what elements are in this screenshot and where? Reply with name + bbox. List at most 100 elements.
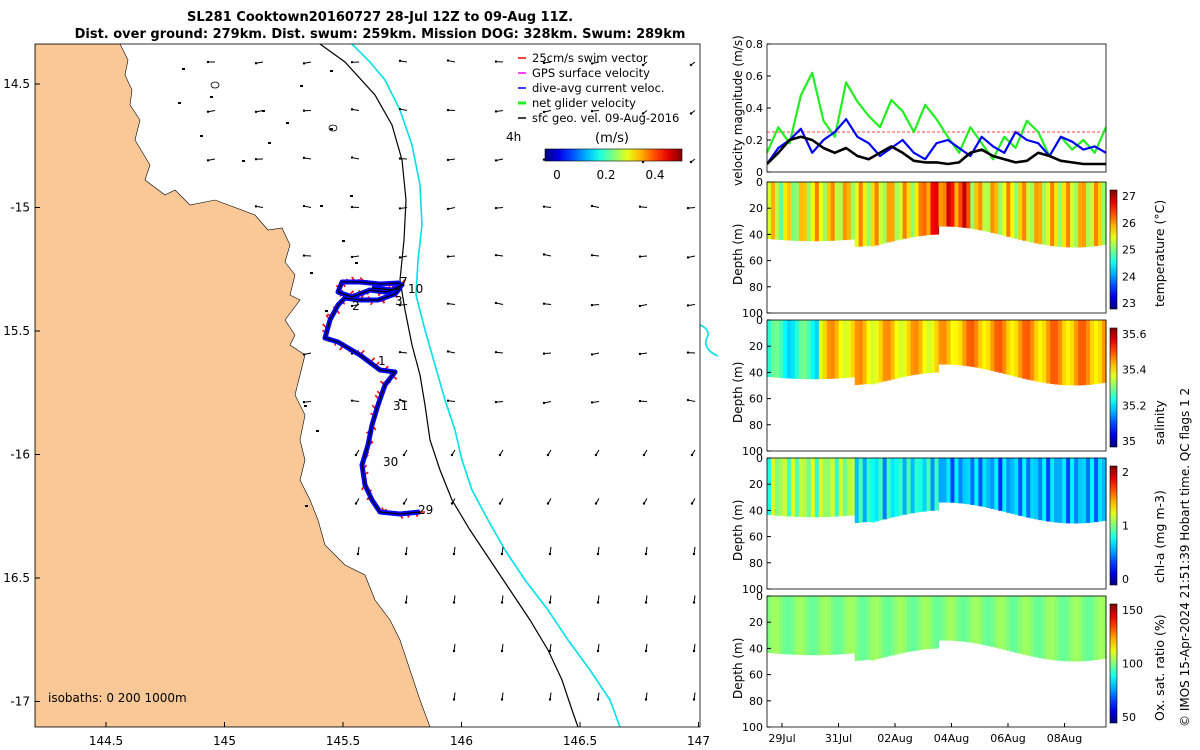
profile-column xyxy=(838,596,844,655)
arrow-head xyxy=(494,253,498,257)
sfc-velocity-arrow xyxy=(642,498,648,505)
profile-column xyxy=(922,458,928,512)
profile-column xyxy=(866,320,872,384)
profile-column xyxy=(798,182,804,242)
arrow-head xyxy=(690,453,694,457)
arrow-head xyxy=(350,108,354,111)
arrow-head xyxy=(692,552,696,556)
arrow-head xyxy=(644,649,648,653)
sfc-velocity-arrow xyxy=(546,498,552,505)
date-tick-label: 31Jul xyxy=(825,732,852,745)
arrow-head xyxy=(398,107,402,111)
profile-column xyxy=(846,596,852,654)
sfc-velocity-arrow xyxy=(596,692,600,701)
sfc-velocity-arrow xyxy=(638,255,648,258)
profile-column xyxy=(774,458,780,516)
profile-column xyxy=(926,596,932,650)
profile-column xyxy=(1070,596,1075,662)
track-day-label: 10 xyxy=(408,282,423,296)
speed-colorbar xyxy=(544,148,683,162)
profile-column xyxy=(1002,182,1007,236)
profile-column xyxy=(986,596,991,647)
profile-column xyxy=(838,320,844,379)
profile-column xyxy=(1010,182,1015,238)
velocity-y-tick-label: 0.2 xyxy=(746,134,764,147)
sfc-velocity-arrow xyxy=(494,110,504,113)
sfc-velocity-arrow xyxy=(302,204,312,208)
profile-column xyxy=(806,182,812,242)
profile-column xyxy=(898,458,904,516)
sfc-velocity-arrow xyxy=(398,398,408,402)
reef-dot xyxy=(325,310,328,312)
profile-column xyxy=(1050,596,1055,661)
sfc-velocity-arrow xyxy=(302,156,312,160)
arrow-head xyxy=(638,304,642,308)
depth-tick-label: 0 xyxy=(756,176,763,189)
profile-column xyxy=(886,320,892,381)
arrow-head xyxy=(302,109,306,112)
sfc-velocity-arrow xyxy=(350,399,360,402)
arrow-head xyxy=(689,63,693,67)
profile-column xyxy=(982,320,987,370)
arrow-head xyxy=(548,601,552,604)
colorbar-tick-label: 0.2 xyxy=(596,168,615,182)
sfc-velocity-arrow xyxy=(254,158,264,161)
profile-column xyxy=(786,458,792,517)
date-tick-label: 06Aug xyxy=(990,732,1025,745)
reef-dot xyxy=(310,272,313,274)
profile-column xyxy=(1066,182,1071,248)
sfc-velocity-arrow xyxy=(644,595,648,604)
depth-panel-temperature: 0 20 40 60 80 100 Depth (m) 27 26 25 24 23 temperatu… xyxy=(731,176,1167,320)
map-x-tick-label: 146 xyxy=(450,734,473,748)
reef-dot xyxy=(268,142,271,144)
sfc-velocity-arrow xyxy=(692,643,696,653)
arrow-head xyxy=(542,110,546,114)
arrow-head xyxy=(350,304,354,308)
arrow-head xyxy=(494,400,498,404)
profile-column xyxy=(942,320,948,365)
profile-column xyxy=(834,596,840,655)
profile-column xyxy=(1054,596,1059,661)
profile-column xyxy=(894,458,900,517)
arrow-head xyxy=(494,350,498,354)
profile-column xyxy=(862,320,868,385)
arrow-head xyxy=(590,204,594,208)
profile-column xyxy=(970,596,975,643)
profile-column xyxy=(898,182,904,240)
track-day-label: 30 xyxy=(383,455,398,469)
sfc-velocity-arrow xyxy=(594,498,600,505)
profile-column xyxy=(910,458,916,514)
colorbar-tick-label: 27 xyxy=(1122,190,1136,203)
reef-dot xyxy=(242,160,245,162)
depth-tick-label: 40 xyxy=(749,504,763,517)
profile-column xyxy=(938,596,944,641)
sfc-velocity-arrow xyxy=(642,449,648,457)
sfc-velocity-arrow xyxy=(302,352,312,356)
profile-column xyxy=(978,320,983,369)
profile-column xyxy=(894,182,900,241)
sfc-velocity-arrow xyxy=(686,351,696,354)
sfc-velocity-arrow xyxy=(494,253,504,257)
profile-column xyxy=(1034,458,1039,520)
reef-island xyxy=(210,81,220,89)
colorbar-tick-label: 35.6 xyxy=(1122,328,1147,341)
profile-column xyxy=(938,182,944,227)
arrow-head xyxy=(590,109,594,113)
profile-column xyxy=(878,182,884,245)
arrow-head xyxy=(692,601,696,604)
profile-column xyxy=(1090,458,1095,523)
arrow-head xyxy=(254,205,258,208)
profile-column xyxy=(778,458,784,516)
profile-column xyxy=(974,182,979,230)
profile-column xyxy=(1094,182,1099,247)
profile-column xyxy=(1046,182,1051,246)
profile-column xyxy=(954,182,960,228)
profile-column xyxy=(850,458,856,516)
profile-column xyxy=(842,182,848,241)
reef-dot xyxy=(316,430,319,432)
depth-tick-label: 80 xyxy=(749,281,763,294)
profile-column xyxy=(1098,320,1103,384)
profile-column xyxy=(994,596,999,648)
profile-column xyxy=(946,458,952,503)
sfc-velocity-arrow xyxy=(452,546,456,556)
